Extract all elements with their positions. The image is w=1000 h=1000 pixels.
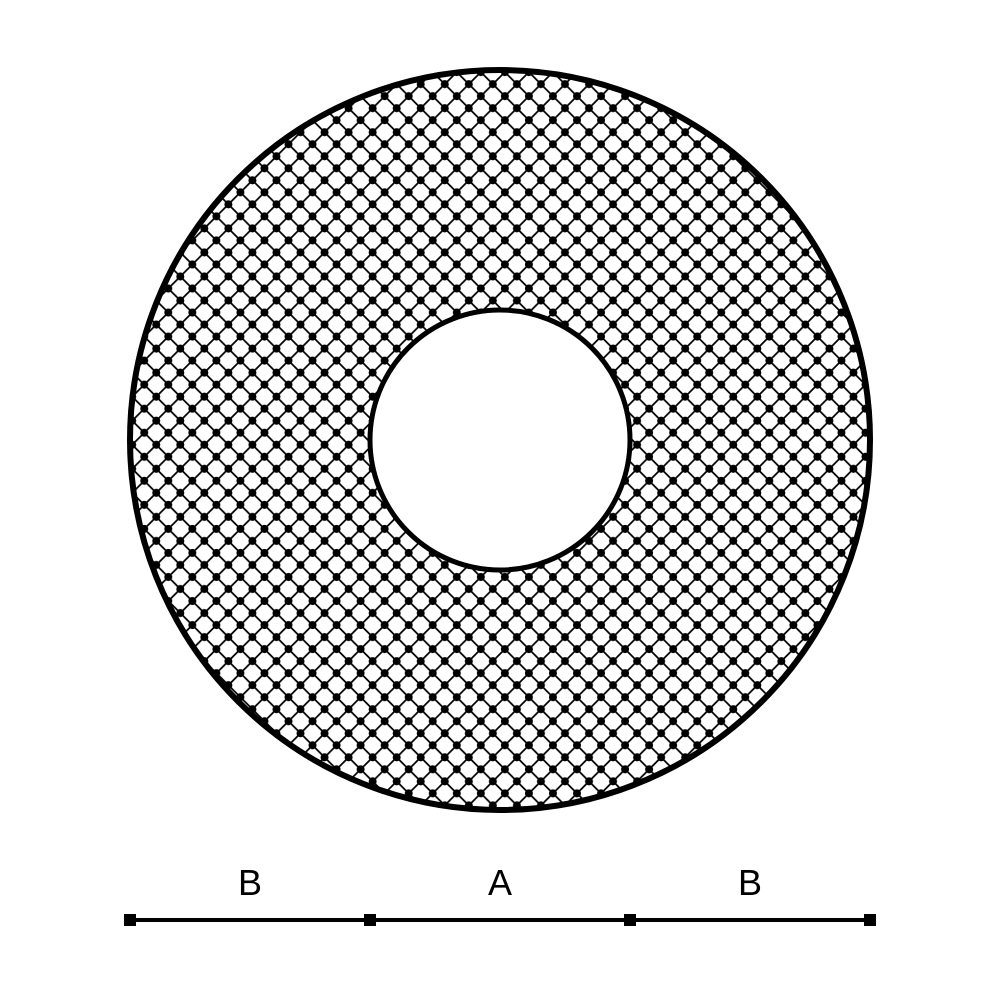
dimension-tick: [624, 914, 636, 926]
annulus-cross-section-diagram: BAB: [0, 0, 1000, 1000]
dimension-tick: [364, 914, 376, 926]
dimension-label-b: B: [738, 862, 762, 903]
dimension-tick: [124, 914, 136, 926]
dimension-tick: [864, 914, 876, 926]
dimension-label-b: B: [238, 862, 262, 903]
hatched-annulus-fill: [0, 0, 1000, 1000]
dimension-label-a: A: [488, 862, 512, 903]
